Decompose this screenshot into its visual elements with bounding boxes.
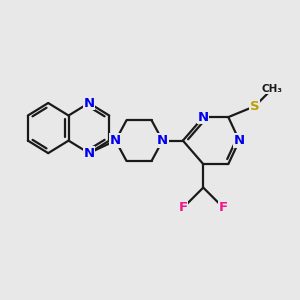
- Text: N: N: [110, 134, 121, 147]
- Text: F: F: [178, 201, 188, 214]
- Text: S: S: [250, 100, 260, 112]
- Text: F: F: [219, 201, 228, 214]
- Text: N: N: [83, 97, 94, 110]
- Text: CH₃: CH₃: [262, 84, 283, 94]
- Text: N: N: [157, 134, 168, 147]
- Text: N: N: [234, 134, 245, 147]
- Text: N: N: [198, 111, 209, 124]
- Text: N: N: [83, 147, 94, 160]
